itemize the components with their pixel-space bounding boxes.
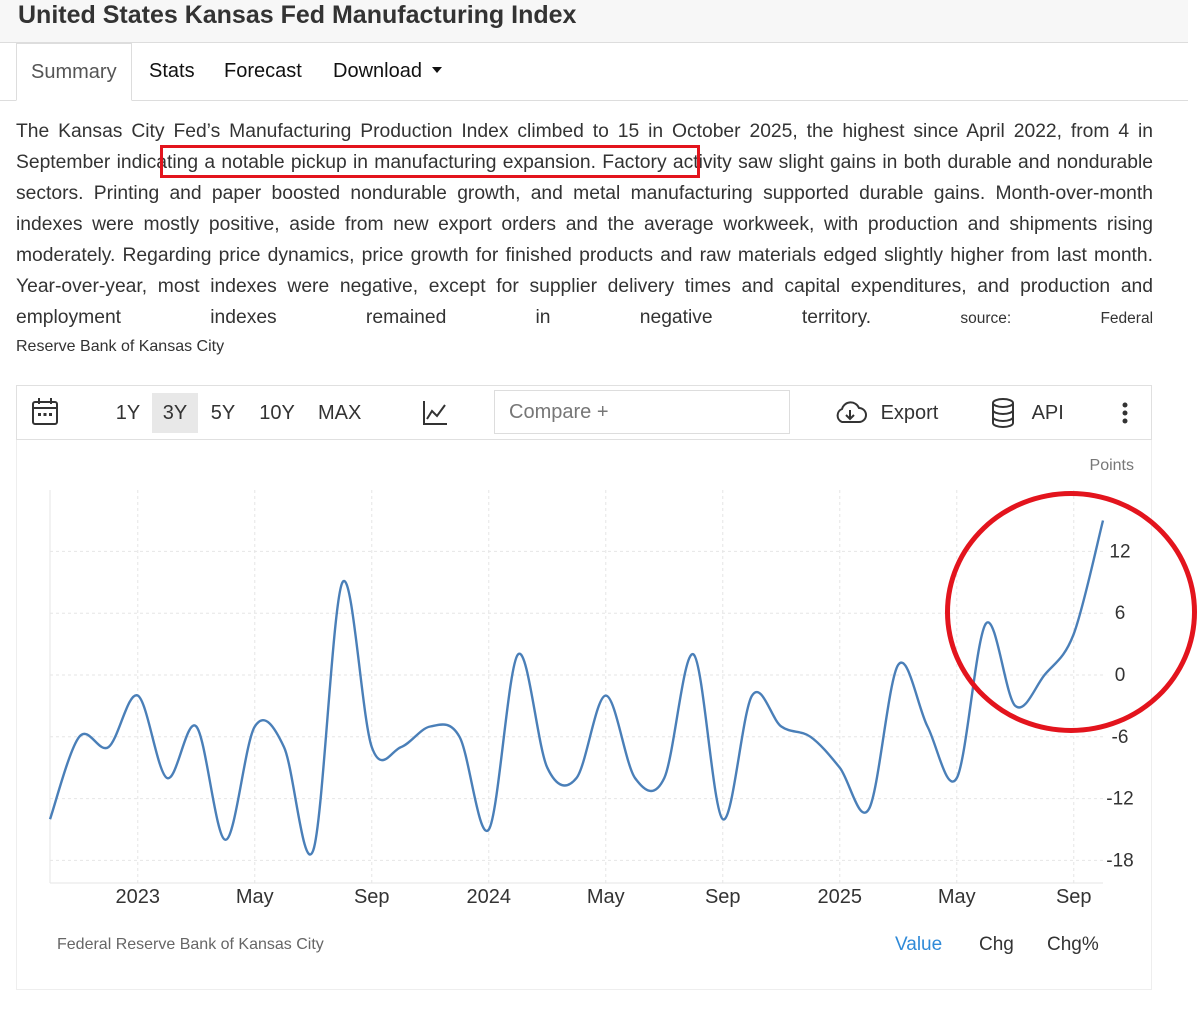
x-tick-label: May [587, 886, 625, 908]
chart-panel [16, 440, 1152, 990]
tab-bar: Summary Stats Forecast Download [0, 43, 1188, 101]
source-name[interactable]: Federal [1100, 310, 1154, 327]
x-tick-label: Sep [1056, 886, 1092, 908]
export-label: Export [880, 402, 939, 424]
range-1y[interactable]: 1Y [115, 402, 141, 424]
tab-download[interactable]: Download [333, 43, 442, 100]
range-max[interactable]: MAX [318, 402, 362, 424]
tab-forecast[interactable]: Forecast [224, 60, 302, 82]
x-tick-label: Sep [705, 886, 741, 908]
range-10y[interactable]: 10Y [259, 402, 295, 424]
chart-toolbar: 1Y 3Y 5Y 10Y MAX Export API [16, 385, 1152, 440]
tab-summary[interactable]: Summary [16, 43, 132, 101]
source-link[interactable]: Reserve Bank of Kansas City [16, 338, 225, 355]
chart-tab-value[interactable]: Value [895, 934, 943, 955]
range-3y[interactable]: 3Y [152, 393, 198, 433]
highlighted-phrase: indicating a notable pickup in manufactu… [116, 152, 591, 173]
annotation-circle [945, 491, 1197, 733]
compare-input[interactable] [494, 390, 790, 434]
summary-text-lead: The Kansas City Fed’s Manufacturing Prod… [16, 121, 1153, 173]
database-icon [992, 398, 1014, 428]
line-chart-icon[interactable] [421, 393, 449, 433]
chart-tab-chg[interactable]: Chg [979, 934, 1014, 955]
api-button[interactable]: API [990, 393, 1064, 433]
caret-down-icon [431, 67, 442, 73]
range-5y[interactable]: 5Y [210, 402, 236, 424]
x-tick-label: 2025 [818, 886, 863, 908]
highlight-box [160, 145, 700, 178]
x-tick-label: May [236, 886, 274, 908]
export-button[interactable]: Export [833, 393, 938, 433]
tab-stats[interactable]: Stats [149, 60, 195, 82]
source-label: source: [960, 310, 1012, 327]
calendar-icon[interactable] [31, 393, 59, 433]
x-tick-label: 2023 [116, 886, 161, 908]
unit-label: Points [1090, 457, 1134, 474]
summary-text-rest: Factory activity saw slight gains in bot… [16, 152, 1154, 328]
y-tick-label: -18 [1106, 850, 1133, 871]
chart-tab-chg-pct[interactable]: Chg% [1047, 934, 1099, 955]
x-tick-label: May [938, 886, 976, 908]
y-tick-label: -12 [1106, 789, 1133, 810]
series-line [48, 520, 1105, 856]
tab-download-label: Download [333, 60, 422, 82]
api-label: API [1031, 402, 1064, 424]
x-tick-label: Sep [354, 886, 390, 908]
page-header: United States Kansas Fed Manufacturing I… [0, 0, 1188, 43]
y-tick-label: -6 [1112, 727, 1129, 748]
summary-text: The Kansas City Fed’s Manufacturing Prod… [16, 121, 1154, 328]
chart-source: Federal Reserve Bank of Kansas City [57, 936, 324, 953]
x-tick-label: 2024 [467, 886, 512, 908]
page-title: United States Kansas Fed Manufacturing I… [18, 1, 577, 29]
more-options-icon[interactable] [1117, 393, 1133, 433]
cloud-download-icon [836, 401, 867, 423]
